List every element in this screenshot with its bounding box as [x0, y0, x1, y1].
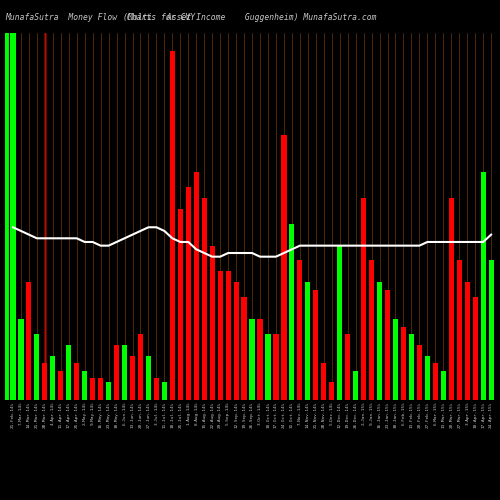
Bar	[130, 356, 135, 400]
Bar	[472, 297, 478, 400]
Bar	[282, 136, 286, 400]
Bar	[321, 363, 326, 400]
Bar	[194, 172, 199, 400]
Bar	[480, 172, 486, 400]
Bar	[42, 363, 48, 400]
Bar	[266, 334, 270, 400]
Bar	[274, 334, 278, 400]
Bar	[34, 334, 40, 400]
Bar	[345, 334, 350, 400]
Bar	[456, 260, 462, 400]
Bar	[50, 356, 56, 400]
Bar	[353, 370, 358, 400]
Bar	[170, 51, 175, 400]
Bar	[18, 319, 24, 400]
Bar	[409, 334, 414, 400]
Bar	[154, 378, 159, 400]
Bar	[298, 260, 302, 400]
Bar	[210, 246, 215, 400]
Bar	[146, 356, 151, 400]
Bar	[226, 272, 230, 400]
Bar	[242, 297, 246, 400]
Bar	[377, 282, 382, 400]
Bar	[488, 260, 494, 400]
Bar	[10, 32, 16, 400]
Bar	[98, 378, 103, 400]
Text: (Multi   Asset Income    Guggenheim) MunafaSutra.com: (Multi Asset Income Guggenheim) MunafaSu…	[123, 12, 377, 22]
Bar	[258, 319, 262, 400]
Bar	[369, 260, 374, 400]
Bar	[290, 224, 294, 400]
Bar	[440, 370, 446, 400]
Bar	[401, 326, 406, 400]
Bar	[26, 282, 32, 400]
Bar	[432, 363, 438, 400]
Bar	[361, 198, 366, 400]
Bar	[234, 282, 238, 400]
Bar	[305, 282, 310, 400]
Bar	[122, 345, 127, 400]
Bar	[313, 290, 318, 400]
Bar	[385, 290, 390, 400]
Bar	[178, 209, 183, 400]
Bar	[138, 334, 143, 400]
Bar	[114, 345, 119, 400]
Bar	[74, 363, 80, 400]
Bar	[218, 272, 223, 400]
Bar	[58, 370, 64, 400]
Bar	[329, 382, 334, 400]
Bar	[202, 198, 207, 400]
Bar	[250, 319, 254, 400]
Bar	[464, 282, 470, 400]
Bar	[186, 187, 191, 400]
Text: MunafaSutra  Money Flow  Charts for CVY: MunafaSutra Money Flow Charts for CVY	[5, 12, 195, 22]
Bar	[448, 198, 454, 400]
Bar	[417, 345, 422, 400]
Bar	[337, 246, 342, 400]
Bar	[82, 370, 87, 400]
Bar	[162, 382, 167, 400]
Bar	[66, 345, 71, 400]
Bar	[425, 356, 430, 400]
Bar	[90, 378, 96, 400]
Bar	[393, 319, 398, 400]
Bar	[106, 382, 111, 400]
